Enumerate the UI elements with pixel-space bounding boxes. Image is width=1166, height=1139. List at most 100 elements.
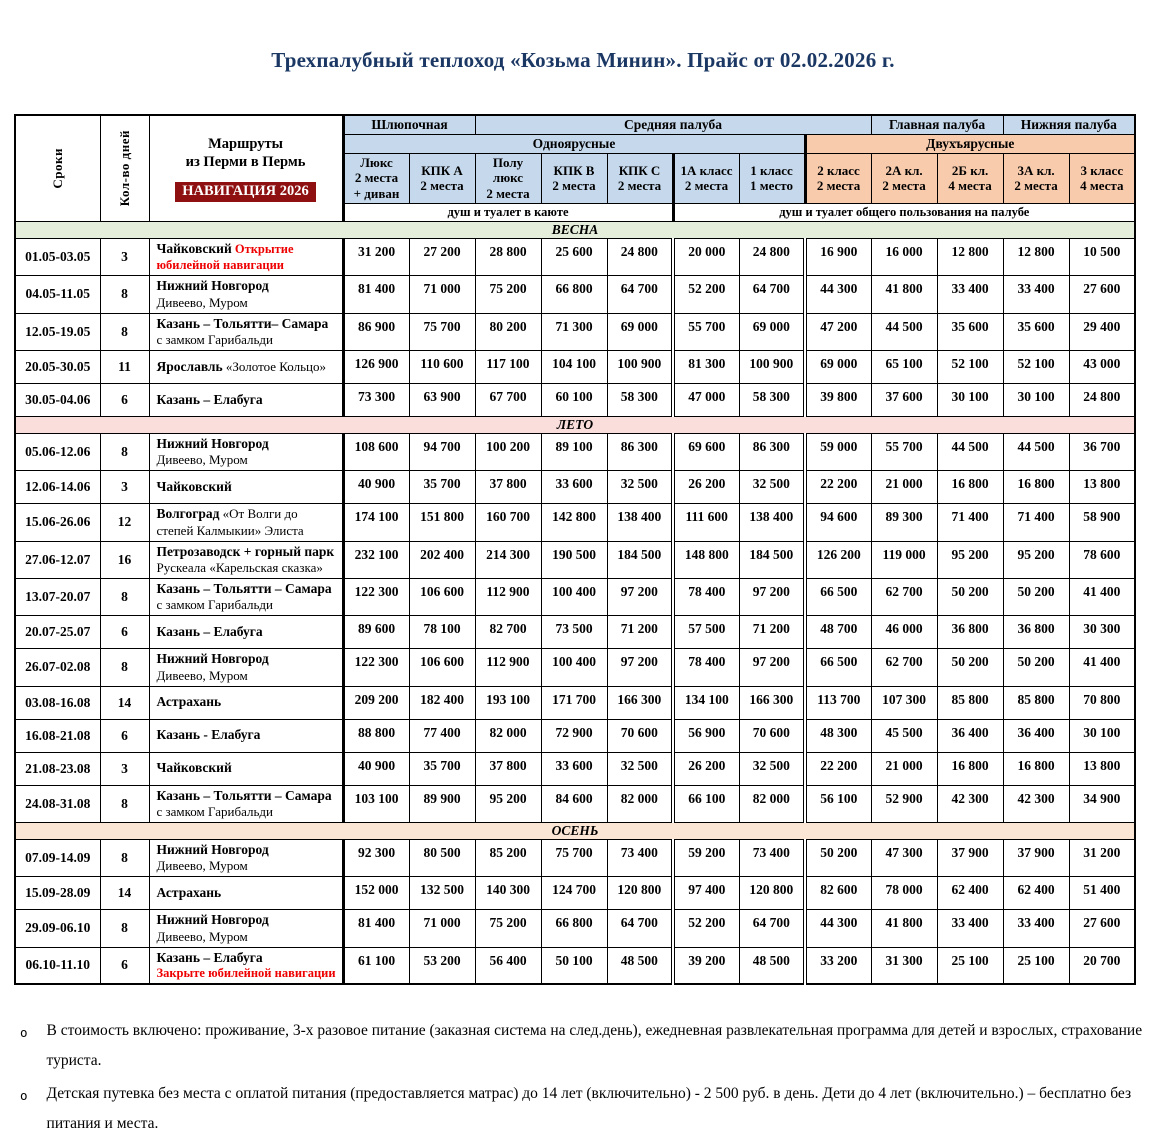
price-cell: 70 600 [738, 718, 806, 753]
price-cell: 120 800 [606, 876, 674, 911]
price-cell: 71 300 [540, 312, 608, 351]
dates-cell: 21.08-23.08 [14, 751, 101, 786]
price-cell: 124 700 [540, 876, 608, 911]
price-cell: 97 200 [738, 648, 806, 687]
route-cell: Казань – Тольятти – Самара с замком Гариб… [148, 784, 344, 823]
price-cell: 214 300 [474, 540, 542, 579]
deck-header: Средняя палуба [474, 114, 872, 135]
price-cell: 70 600 [606, 718, 674, 753]
price-cell: 28 800 [474, 237, 542, 277]
price-cell: 72 900 [540, 718, 608, 753]
price-cell: 69 600 [671, 432, 740, 472]
price-cell: 89 600 [341, 615, 410, 650]
tier-header: Одноярусные [341, 133, 806, 154]
price-cell: 37 800 [474, 470, 542, 505]
cruise-row: 05.06-12.06 8 Нижний Новгород Дивеево, Муро… [14, 432, 1136, 472]
price-cell: 64 700 [606, 275, 674, 314]
facilities-header: душ и туалет в каюте [341, 202, 674, 222]
price-cell: 58 900 [1068, 503, 1136, 542]
price-cell: 209 200 [341, 685, 410, 720]
price-cell: 73 400 [606, 838, 674, 878]
price-cell: 134 100 [671, 685, 740, 720]
price-cell: 100 400 [540, 648, 608, 687]
price-cell: 52 100 [1002, 349, 1070, 384]
price-cell: 190 500 [540, 540, 608, 579]
price-cell: 64 700 [738, 275, 806, 314]
cruise-row: 27.06-12.07 16 Петрозаводск + горный парк … [14, 540, 1136, 579]
price-cell: 97 400 [671, 876, 740, 911]
price-cell: 66 500 [802, 648, 872, 687]
dates-cell: 07.09-14.09 [14, 838, 101, 878]
tier-header: Двухъярусные [803, 133, 1136, 154]
route-cell: Астрахань [148, 876, 344, 911]
dates-cell: 29.09-06.10 [14, 909, 101, 948]
price-cell: 33 600 [540, 751, 608, 786]
price-cell: 82 600 [802, 876, 872, 911]
cruise-row: 20.07-25.07 6 Казань – Елабуга 89 600 78 100… [14, 615, 1136, 650]
price-cell: 71 000 [408, 275, 476, 314]
days-cell: 14 [99, 876, 150, 911]
price-cell: 82 700 [474, 615, 542, 650]
route-cell: Петрозаводск + горный парк Рускеала «Кар… [148, 540, 344, 579]
price-cell: 95 200 [1002, 540, 1070, 579]
dates-cell: 24.08-31.08 [14, 784, 101, 823]
price-cell: 16 800 [936, 751, 1004, 786]
route-cell: Казань – Тольятти – Самара с замком Гариб… [148, 577, 344, 617]
days-cell: 11 [99, 349, 150, 384]
price-cell: 24 800 [1068, 382, 1136, 417]
price-cell: 86 300 [738, 432, 806, 472]
price-cell: 16 800 [1002, 751, 1070, 786]
price-cell: 36 700 [1068, 432, 1136, 472]
price-cell: 32 500 [738, 470, 806, 505]
deck-header: Нижняя палуба [1002, 114, 1136, 135]
cruise-row: 21.08-23.08 3 Чайковский 40 900 35 700 37 800… [14, 751, 1136, 786]
price-cell: 56 100 [802, 784, 872, 823]
price-cell: 84 600 [540, 784, 608, 823]
price-cell: 22 200 [802, 751, 872, 786]
days-cell: 8 [99, 275, 150, 314]
route-cell: Волгоград «От Волги до степей Калмыкии» … [148, 503, 344, 542]
price-cell: 12 800 [1002, 237, 1070, 277]
days-cell: 6 [99, 946, 150, 985]
price-cell: 120 800 [738, 876, 806, 911]
route-cell: Казань – Елабуга [148, 382, 344, 417]
price-cell: 50 200 [802, 838, 872, 878]
price-cell: 86 300 [606, 432, 674, 472]
days-cell: 6 [99, 718, 150, 753]
page-title: Трехпалубный теплоход «Козьма Минин». Пр… [271, 48, 895, 72]
price-cell: 35 700 [408, 751, 476, 786]
deck-header: Главная палуба [870, 114, 1004, 135]
price-table: Сроки Кол-во дней Маршруты из Перми в Пермь… [14, 114, 1137, 986]
route-cell: Чайковский [148, 470, 344, 505]
price-cell: 182 400 [408, 685, 476, 720]
cabin-header: 2Б кл. 4 места [936, 152, 1004, 204]
price-cell: 22 200 [802, 470, 872, 505]
price-cell: 59 200 [671, 838, 740, 878]
price-cell: 108 600 [341, 432, 410, 472]
price-cell: 184 500 [606, 540, 674, 579]
price-cell: 81 400 [341, 275, 410, 314]
price-cell: 37 900 [936, 838, 1004, 878]
price-cell: 36 800 [1002, 615, 1070, 650]
price-cell: 75 700 [408, 312, 476, 351]
price-cell: 112 900 [474, 648, 542, 687]
price-cell: 21 000 [870, 470, 938, 505]
price-cell: 61 100 [341, 946, 410, 985]
dates-cell: 05.06-12.06 [14, 432, 101, 472]
cabin-header: 3А кл. 2 места [1002, 152, 1070, 204]
price-cell: 37 800 [474, 751, 542, 786]
days-cell: 16 [99, 540, 150, 579]
price-cell: 110 600 [408, 349, 476, 384]
navigation-badge: НАВИГАЦИЯ 2026 [175, 181, 316, 202]
price-cell: 142 800 [540, 503, 608, 542]
price-cell: 30 100 [1002, 382, 1070, 417]
days-cell: 6 [99, 615, 150, 650]
days-cell: 8 [99, 432, 150, 472]
price-cell: 89 300 [870, 503, 938, 542]
route-cell: Казань - Елабуга [148, 718, 344, 753]
route-cell: Нижний Новгород Дивеево, Муром [148, 275, 344, 314]
price-cell: 95 200 [474, 784, 542, 823]
price-cell: 40 900 [341, 751, 410, 786]
price-cell: 69 000 [738, 312, 806, 351]
